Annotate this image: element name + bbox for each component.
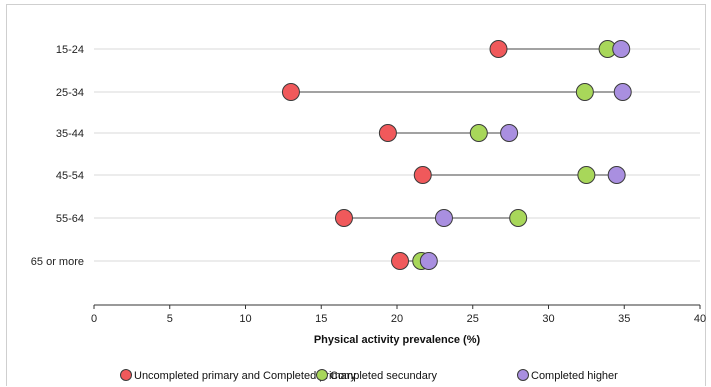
data-point (281, 83, 300, 101)
data-point (509, 209, 528, 227)
data-point (334, 209, 353, 227)
x-tick-label: 10 (239, 313, 251, 325)
legend-label: Completed higher (531, 370, 618, 382)
data-point (613, 83, 632, 101)
x-tick-label: 15 (315, 313, 327, 325)
x-tick-label: 0 (91, 313, 97, 325)
range-lines (290, 48, 623, 262)
legend-marker (517, 369, 529, 381)
x-tick-label: 25 (467, 313, 479, 325)
legend-label: Completed secundary (330, 370, 438, 382)
y-axis-labels: 15-24 25-34 35-44 45-54 55-64 65 or more (31, 44, 84, 268)
y-tick-label: 15-24 (56, 44, 84, 56)
data-point (378, 124, 397, 142)
y-tick-label: 55-64 (56, 213, 84, 225)
chart-frame (6, 4, 706, 386)
x-tick-label: 30 (542, 313, 554, 325)
legend: Uncompleted primary and Completed primar… (120, 369, 618, 382)
x-tick-label: 40 (694, 313, 706, 325)
gridlines (94, 48, 700, 262)
data-point (469, 124, 488, 142)
data-points (281, 40, 632, 270)
data-point (413, 166, 432, 184)
x-tick-label: 20 (391, 313, 403, 325)
x-axis: 0 5 10 15 20 25 30 35 40 (91, 304, 706, 325)
y-tick-label: 25-34 (56, 87, 84, 99)
data-point (607, 166, 626, 184)
y-tick-label: 65 or more (31, 256, 84, 268)
data-point (391, 252, 410, 270)
x-tick-label: 5 (167, 313, 173, 325)
y-tick-label: 35-44 (56, 128, 84, 140)
x-tick-label: 35 (618, 313, 630, 325)
x-axis-label: Physical activity prevalence (%) (314, 334, 481, 346)
legend-marker (120, 369, 132, 381)
data-point (419, 252, 438, 270)
data-point (434, 209, 453, 227)
legend-marker (316, 369, 328, 381)
y-tick-label: 45-54 (56, 170, 84, 182)
data-point (612, 40, 631, 58)
data-point (577, 166, 596, 184)
data-point (575, 83, 594, 101)
legend-label: Uncompleted primary and Completed primar… (134, 370, 356, 382)
data-point (500, 124, 519, 142)
data-point (489, 40, 508, 58)
